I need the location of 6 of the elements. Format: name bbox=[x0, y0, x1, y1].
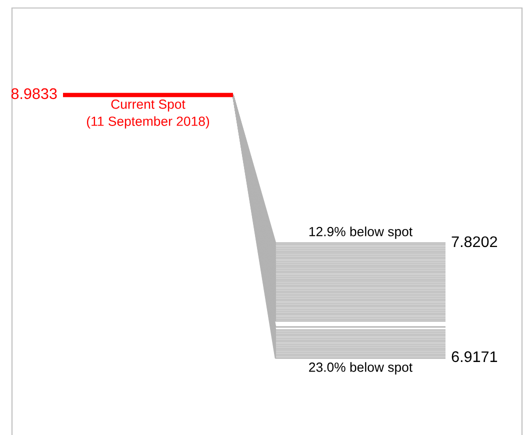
annotation: Current Spot (11 September 2018) bbox=[86, 100, 210, 129]
data-label: 6.9171 bbox=[452, 351, 498, 362]
data-label: 8.9833 bbox=[11, 88, 57, 100]
data-label: 7.8202 bbox=[452, 236, 498, 248]
text: 23.0% below spot bbox=[309, 362, 412, 374]
annotation: 12.9% below spot bbox=[309, 226, 412, 239]
